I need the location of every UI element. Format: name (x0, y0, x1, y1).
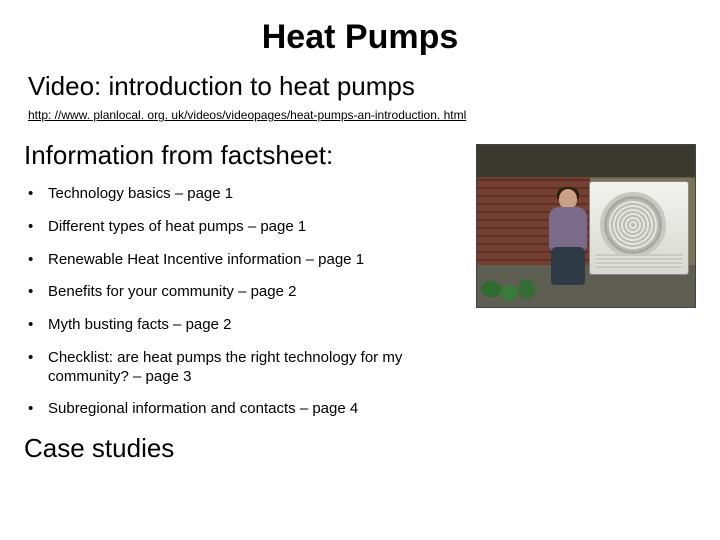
video-link[interactable]: http: //www. planlocal. org. uk/videos/v… (28, 108, 466, 122)
photo-person (543, 189, 597, 289)
bullet-icon: • (28, 185, 48, 204)
bullet-icon: • (28, 218, 48, 237)
factsheet-heading: Information from factsheet: (24, 140, 470, 171)
photo-plants (479, 271, 539, 303)
list-item: •Checklist: are heat pumps the right tec… (28, 349, 428, 387)
bullet-icon: • (28, 349, 48, 387)
bullet-icon: • (28, 400, 48, 419)
bullet-icon: • (28, 251, 48, 270)
bullet-icon: • (28, 283, 48, 302)
video-heading: Video: introduction to heat pumps (28, 71, 696, 102)
bullet-text: Different types of heat pumps – page 1 (48, 218, 306, 237)
factsheet-bullets: •Technology basics – page 1 •Different t… (24, 185, 470, 419)
list-item: •Subregional information and contacts – … (28, 400, 428, 419)
list-item: •Renewable Heat Incentive information – … (28, 251, 428, 270)
bullet-text: Checklist: are heat pumps the right tech… (48, 349, 428, 387)
photo-person-head (559, 189, 577, 209)
list-item: •Different types of heat pumps – page 1 (28, 218, 428, 237)
left-column: Information from factsheet: •Technology … (24, 140, 470, 464)
bullet-text: Subregional information and contacts – p… (48, 400, 358, 419)
photo-heat-pump-unit (589, 181, 689, 275)
bullet-text: Technology basics – page 1 (48, 185, 233, 204)
page-title: Heat Pumps (24, 18, 696, 57)
photo-person-body (549, 207, 587, 251)
heat-pump-photo (476, 144, 696, 308)
content-row: Information from factsheet: •Technology … (24, 140, 696, 464)
bullet-text: Benefits for your community – page 2 (48, 283, 296, 302)
list-item: •Technology basics – page 1 (28, 185, 428, 204)
bullet-text: Myth busting facts – page 2 (48, 316, 231, 335)
bullet-text: Renewable Heat Incentive information – p… (48, 251, 364, 270)
case-studies-heading: Case studies (24, 433, 470, 464)
list-item: •Myth busting facts – page 2 (28, 316, 428, 335)
list-item: •Benefits for your community – page 2 (28, 283, 428, 302)
bullet-icon: • (28, 316, 48, 335)
photo-person-legs (551, 247, 585, 285)
slide: Heat Pumps Video: introduction to heat p… (0, 0, 720, 540)
